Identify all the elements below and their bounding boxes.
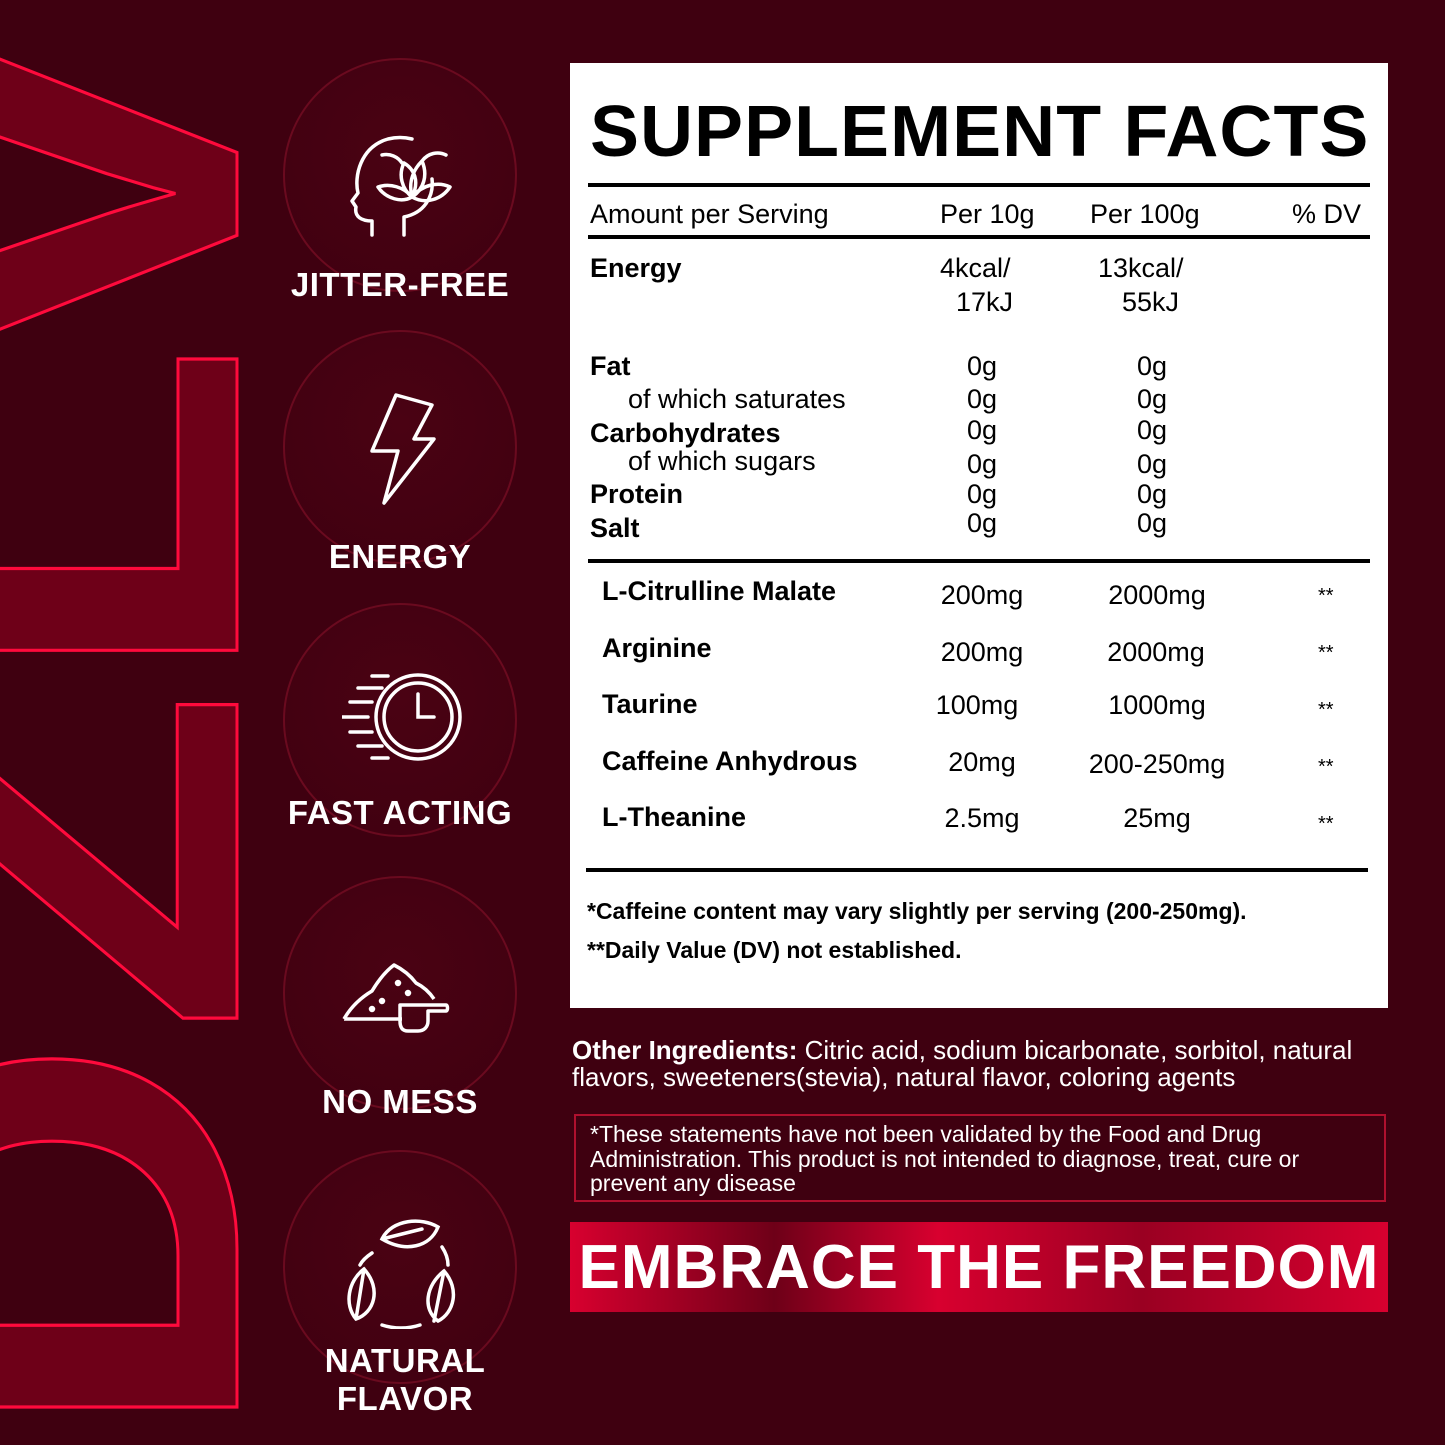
feature-circle (283, 58, 517, 292)
feature-circle (283, 603, 517, 837)
ingredient-dv: ** (1318, 756, 1334, 778)
nutrient-per100: 0g (1136, 449, 1168, 479)
nutrient-label: Carbohydrates (590, 418, 781, 448)
nutrient-label: of which saturates (628, 384, 846, 414)
nutrient-per100: 0g (1136, 384, 1168, 414)
nutrient-per10: 0g (966, 415, 998, 445)
nutrient-per10: 0g (966, 508, 998, 538)
nutrient-label: of which sugars (628, 446, 816, 476)
lightning-bolt-icon (370, 393, 436, 505)
ingredient-dv: ** (1318, 642, 1334, 664)
nutrient-label: Fat (590, 351, 631, 381)
dv-note: **Daily Value (DV) not established. (587, 937, 962, 963)
ingredient-per100: 200-250mg (1088, 749, 1226, 779)
nutrient-per100: 0g (1136, 508, 1168, 538)
tagline-banner: EMBRACE THE FREEDOM (570, 1222, 1388, 1312)
divider (588, 559, 1370, 563)
nutrient-label: Protein (590, 479, 684, 509)
leaves-cycle-icon (347, 1219, 456, 1329)
other-ingredients: Other Ingredients: Citric acid, sodium b… (572, 1037, 1412, 1091)
nutrient-per100: 0g (1136, 351, 1168, 381)
energy-per100: 13kcal/ (1098, 253, 1184, 283)
header-amount: Amount per Serving (590, 199, 829, 229)
feature-circle (283, 876, 517, 1110)
caffeine-note: *Caffeine content may vary slightly per … (587, 898, 1247, 924)
nutrient-per10: 0g (966, 449, 998, 479)
fda-disclaimer: *These statements have not been validate… (574, 1114, 1386, 1202)
header-per-100g: Per 100g (1090, 199, 1200, 229)
ingredient-per10: 2.5mg (944, 803, 1020, 833)
svg-text:DZLV: DZLV (0, 2, 260, 1445)
ingredient-dv: ** (1318, 699, 1334, 721)
ingredient-per10: 100mg (935, 690, 1019, 720)
energy-per10: 4kcal/ (940, 253, 1011, 283)
header-per-10g: Per 10g (940, 199, 1035, 229)
ingredient-per10: 20mg (948, 747, 1016, 777)
supplement-facts-panel: SUPPLEMENT FACTS Amount per Serving Per … (570, 63, 1388, 1008)
energy-per100-kj: 55kJ (1122, 287, 1180, 317)
other-ingredients-text: Citric acid, sodium bicarbonate, sorbito… (572, 1035, 1353, 1092)
ingredient-per10: 200mg (940, 580, 1024, 610)
feature-label-fast-acting: FAST ACTING (287, 794, 513, 831)
other-ingredients-label: Other Ingredients: (572, 1035, 798, 1065)
brand-logo-watermark: DZLV (0, 1, 260, 1445)
facts-title: SUPPLEMENT FACTS (590, 92, 1370, 172)
divider (588, 235, 1370, 239)
header-dv: % DV (1292, 199, 1362, 229)
feature-label-no-mess: NO MESS (322, 1083, 478, 1120)
nutrient-per100: 0g (1136, 415, 1168, 445)
ingredient-label: Caffeine Anhydrous (602, 746, 858, 776)
divider (588, 183, 1370, 187)
fast-clock-icon (342, 673, 462, 761)
ingredient-label: Arginine (602, 633, 712, 663)
feature-label-jitter-free: JITTER-FREE (290, 266, 510, 303)
ingredient-per10: 200mg (940, 637, 1024, 667)
ingredient-per100: 25mg (1123, 803, 1191, 833)
ingredient-per100: 2000mg (1107, 637, 1205, 667)
energy-label: Energy (590, 253, 682, 283)
ingredient-dv: ** (1318, 585, 1334, 607)
feature-circle (283, 330, 517, 564)
energy-per10-kj: 17kJ (956, 287, 1014, 317)
feature-label-natural-flavor: NATURAL FLAVOR (324, 1342, 486, 1417)
nutrient-label: Salt (590, 513, 640, 543)
nutrient-per10: 0g (966, 351, 998, 381)
head-lotus-icon (350, 135, 452, 237)
feature-circle (283, 1150, 517, 1384)
ingredient-per100: 1000mg (1108, 690, 1206, 720)
nutrient-per10: 0g (966, 384, 998, 414)
ingredient-label: L-Citrulline Malate (602, 576, 837, 606)
nutrient-per100: 0g (1136, 479, 1168, 509)
ingredient-label: L-Theanine (602, 802, 747, 832)
ingredient-label: Taurine (602, 689, 698, 719)
powder-scoop-icon (342, 963, 450, 1033)
divider (586, 868, 1368, 872)
ingredient-dv: ** (1318, 813, 1334, 835)
feature-label-energy: ENERGY (328, 538, 472, 575)
nutrient-per10: 0g (966, 479, 998, 509)
ingredient-per100: 2000mg (1108, 580, 1206, 610)
